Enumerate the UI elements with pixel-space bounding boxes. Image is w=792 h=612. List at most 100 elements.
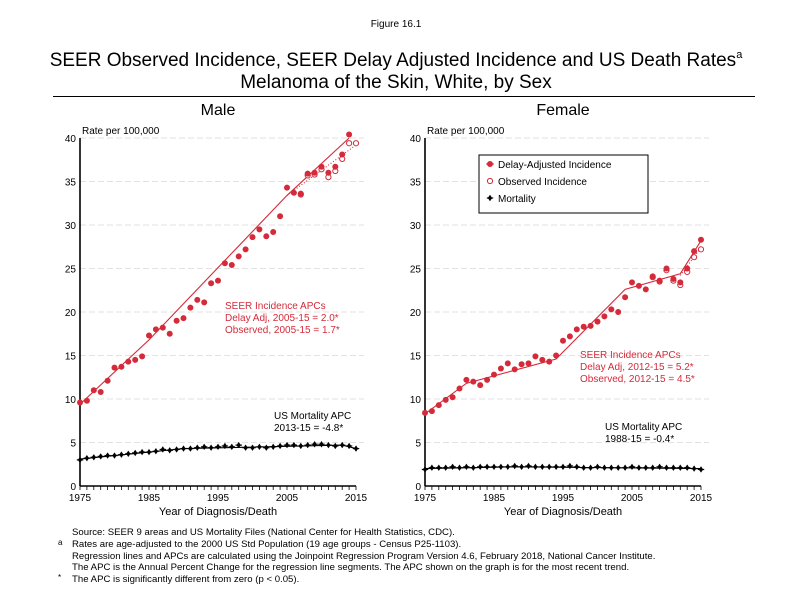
panel-title-female: Female	[536, 102, 590, 119]
panel-title-male: Male	[200, 102, 236, 119]
point-delay-adjusted-incidence	[642, 286, 649, 293]
legend-label-observed: Observed Incidence	[498, 177, 587, 188]
point-delay-adjusted-incidence	[297, 190, 304, 197]
point-delay-adjusted-incidence	[504, 360, 511, 367]
y-tick-label: 20	[65, 308, 77, 319]
point-delay-adjusted-incidence	[580, 323, 587, 330]
y-tick-label: 30	[65, 221, 77, 232]
point-delay-adjusted-incidence	[463, 376, 470, 383]
point-delay-adjusted-incidence	[166, 330, 173, 337]
point-delay-adjusted-incidence	[83, 397, 90, 404]
point-delay-adjusted-incidence	[435, 402, 442, 409]
point-delay-adjusted-incidence	[125, 358, 132, 365]
point-delay-adjusted-incidence	[97, 389, 104, 396]
point-delay-adjusted-incidence	[456, 385, 463, 392]
chart-title: SEER Observed Incidence, SEER Delay Adju…	[0, 44, 792, 94]
y-tick-label: 30	[410, 221, 422, 232]
point-delay-adjusted-incidence	[111, 364, 118, 371]
point-delay-adjusted-incidence	[304, 170, 311, 177]
annotation-mortality-apc: 2013-15 = -4.8*	[274, 423, 343, 434]
y-axis-label: Rate per 100,000	[427, 126, 505, 137]
y-tick-label: 35	[410, 178, 422, 189]
point-delay-adjusted-incidence	[139, 353, 146, 360]
x-tick-label: 1975	[69, 493, 92, 504]
point-delay-adjusted-incidence	[428, 408, 435, 415]
point-delay-adjusted-incidence	[270, 228, 277, 235]
point-delay-adjusted-incidence	[77, 399, 83, 406]
point-delay-adjusted-incidence	[629, 279, 635, 286]
point-delay-adjusted-incidence	[518, 361, 525, 368]
point-delay-adjusted-incidence	[608, 306, 615, 313]
point-delay-adjusted-incidence	[146, 332, 152, 339]
point-delay-adjusted-incidence	[208, 280, 215, 287]
point-delay-adjusted-incidence	[566, 333, 573, 340]
point-delay-adjusted-incidence	[318, 163, 325, 170]
point-delay-adjusted-incidence	[132, 356, 139, 363]
point-delay-adjusted-incidence	[656, 277, 663, 284]
point-delay-adjusted-incidence	[422, 409, 428, 416]
point-delay-adjusted-incidence	[332, 163, 339, 170]
point-delay-adjusted-incidence	[663, 265, 670, 272]
x-tick-label: 2005	[621, 493, 644, 504]
x-tick-label: 2015	[345, 493, 368, 504]
point-delay-adjusted-incidence	[698, 236, 704, 243]
point-delay-adjusted-incidence	[152, 326, 159, 333]
footnote-regression: Regression lines and APCs are calculated…	[72, 550, 656, 562]
regression-line-delay-adjusted	[79, 137, 350, 405]
annotation-mortality-apc: US Mortality APC	[605, 422, 682, 433]
point-delay-adjusted-incidence	[677, 279, 684, 286]
footnote-age-adjusted: a Rates are age-adjusted to the 2000 US S…	[58, 537, 462, 550]
point-delay-adjusted-incidence	[491, 371, 497, 378]
point-delay-adjusted-incidence	[187, 304, 194, 311]
y-tick-label: 20	[410, 308, 422, 319]
point-delay-adjusted-incidence	[539, 356, 546, 363]
point-delay-adjusted-incidence	[277, 213, 284, 220]
point-observed-incidence	[352, 140, 360, 147]
point-delay-adjusted-incidence	[449, 394, 456, 401]
point-delay-adjusted-incidence	[484, 376, 491, 383]
legend-marker-observed	[486, 177, 494, 185]
point-delay-adjusted-incidence	[525, 360, 532, 367]
point-observed-incidence	[691, 254, 698, 261]
x-tick-label: 2005	[276, 493, 299, 504]
legend-box	[478, 154, 649, 214]
y-tick-label: 10	[65, 395, 77, 406]
point-delay-adjusted-incidence	[497, 365, 504, 372]
point-delay-adjusted-incidence	[159, 324, 166, 331]
point-delay-adjusted-incidence	[470, 378, 477, 385]
point-delay-adjusted-incidence	[635, 282, 642, 289]
annotation-incidence-apc: Observed, 2005-15 = 1.7*	[225, 325, 340, 336]
regression-line-observed	[679, 247, 702, 276]
regression-line-delay-adjusted	[424, 240, 702, 415]
annotation-incidence-apc: SEER Incidence APCs	[225, 301, 326, 312]
point-delay-adjusted-incidence	[560, 337, 566, 344]
point-delay-adjusted-incidence	[594, 318, 601, 325]
x-axis-label: Year of Diagnosis/Death	[159, 506, 277, 518]
point-delay-adjusted-incidence	[442, 396, 449, 403]
point-delay-adjusted-incidence	[573, 326, 580, 333]
footnotes: Source: SEER 9 areas and US Mortality Fi…	[58, 527, 655, 586]
title-divider	[53, 96, 755, 97]
point-delay-adjusted-incidence	[339, 151, 346, 158]
title-line-2: Melanoma of the Skin, White, by Sex	[240, 72, 552, 93]
chart-male: 0 5 10 15 20 25 30 35 40 1975 1985 1995 2005 2015 Year…	[65, 126, 368, 518]
point-delay-adjusted-incidence	[477, 382, 484, 389]
point-delay-adjusted-incidence	[215, 277, 221, 284]
y-tick-label: 15	[410, 352, 422, 363]
point-delay-adjusted-incidence	[201, 299, 208, 306]
point-delay-adjusted-incidence	[546, 358, 553, 365]
annotation-incidence-apc: Observed, 2012-15 = 4.5*	[580, 374, 695, 385]
point-delay-adjusted-incidence	[263, 233, 270, 240]
y-tick-label: 40	[410, 134, 422, 145]
annotation-mortality-apc: US Mortality APC	[274, 411, 351, 422]
point-delay-adjusted-incidence	[553, 352, 560, 359]
point-delay-adjusted-incidence	[235, 253, 242, 260]
point-delay-adjusted-incidence	[290, 189, 297, 196]
y-axis-label: Rate per 100,000	[82, 126, 160, 137]
x-axis-label: Year of Diagnosis/Death	[504, 506, 622, 518]
chart-female: 0 5 10 15 20 25 30 35 40 1975 1985 1995 2005 2015 Year…	[410, 126, 713, 518]
y-tick-label: 15	[65, 352, 77, 363]
y-tick-label: 0	[415, 482, 421, 493]
point-delay-adjusted-incidence	[649, 273, 656, 280]
